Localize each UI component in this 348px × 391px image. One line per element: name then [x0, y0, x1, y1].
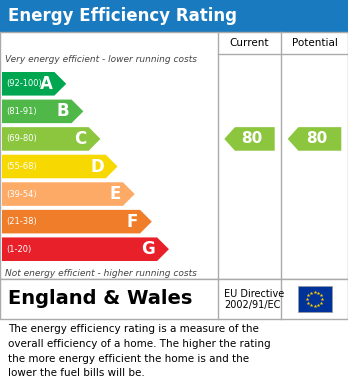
Text: B: B — [57, 102, 70, 120]
Text: G: G — [141, 240, 155, 258]
Text: 2002/91/EC: 2002/91/EC — [224, 300, 280, 310]
Text: (69-80): (69-80) — [6, 135, 37, 143]
Text: (92-100): (92-100) — [6, 79, 42, 88]
Text: D: D — [90, 158, 104, 176]
Polygon shape — [288, 127, 341, 151]
Text: C: C — [74, 130, 87, 148]
Text: (21-38): (21-38) — [6, 217, 37, 226]
Text: F: F — [127, 213, 138, 231]
Text: EU Directive: EU Directive — [224, 289, 284, 299]
Text: A: A — [40, 75, 53, 93]
Text: England & Wales: England & Wales — [8, 289, 192, 308]
Polygon shape — [2, 182, 135, 206]
Text: Very energy efficient - lower running costs: Very energy efficient - lower running co… — [5, 55, 197, 64]
Text: E: E — [110, 185, 121, 203]
Text: (81-91): (81-91) — [6, 107, 37, 116]
Polygon shape — [2, 72, 66, 95]
Bar — [0, 0, 348, 32]
Polygon shape — [2, 210, 152, 233]
Text: Potential: Potential — [292, 38, 338, 48]
Polygon shape — [2, 100, 83, 123]
Polygon shape — [2, 237, 169, 261]
Text: (1-20): (1-20) — [6, 245, 31, 254]
Text: The energy efficiency rating is a measure of the
overall efficiency of a home. T: The energy efficiency rating is a measur… — [8, 324, 271, 378]
Text: Not energy efficient - higher running costs: Not energy efficient - higher running co… — [5, 269, 197, 278]
Bar — [0, 32, 348, 279]
Bar — [0, 279, 348, 319]
Polygon shape — [2, 127, 101, 151]
Text: Energy Efficiency Rating: Energy Efficiency Rating — [8, 7, 237, 25]
Text: (39-54): (39-54) — [6, 190, 37, 199]
Bar — [298, 286, 332, 312]
Text: (55-68): (55-68) — [6, 162, 37, 171]
Polygon shape — [224, 127, 275, 151]
Text: Current: Current — [230, 38, 269, 48]
Polygon shape — [2, 155, 118, 178]
Text: 80: 80 — [307, 131, 328, 146]
Text: 80: 80 — [242, 131, 263, 146]
